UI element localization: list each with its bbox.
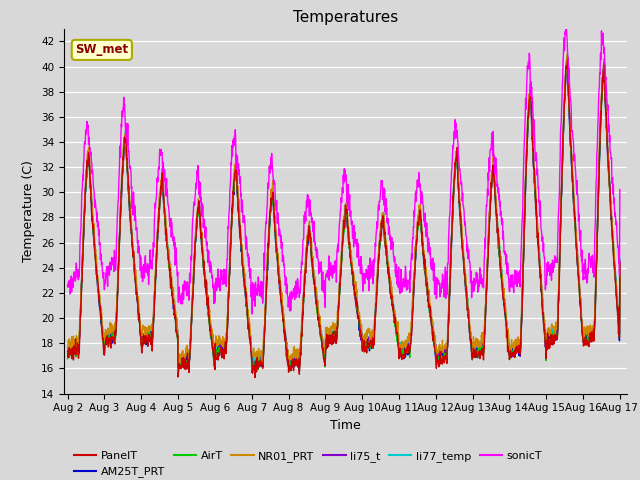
li75_t [64, 348, 72, 354]
Line: AirT: AirT [68, 64, 620, 371]
sonicT [556, 198, 563, 204]
AM25T_PRT [150, 311, 158, 317]
li77_temp [616, 255, 623, 261]
AM25T_PRT [319, 349, 327, 355]
li77_temp [319, 339, 327, 345]
Line: AM25T_PRT: AM25T_PRT [68, 63, 620, 372]
sonicT [64, 282, 72, 288]
AM25T_PRT [330, 340, 337, 346]
Line: li77_temp: li77_temp [68, 55, 620, 367]
li77_temp [564, 52, 572, 58]
sonicT [330, 269, 337, 275]
sonicT [150, 244, 158, 250]
Y-axis label: Temperature (C): Temperature (C) [22, 160, 35, 262]
li75_t [563, 59, 571, 65]
li75_t [609, 244, 617, 250]
AirT [474, 350, 482, 356]
Line: NR01_PRT: NR01_PRT [68, 54, 620, 364]
NR01_PRT [64, 344, 72, 350]
AM25T_PRT [248, 370, 256, 375]
li75_t [150, 305, 158, 311]
NR01_PRT [556, 266, 563, 272]
NR01_PRT [563, 51, 571, 57]
AM25T_PRT [474, 347, 482, 353]
Legend: PanelT, AM25T_PRT, AirT, NR01_PRT, li75_t, li77_temp, sonicT: PanelT, AM25T_PRT, AirT, NR01_PRT, li75_… [70, 446, 547, 480]
NR01_PRT [609, 236, 617, 241]
sonicT [609, 181, 617, 187]
sonicT [616, 187, 623, 192]
li75_t [289, 364, 297, 370]
Line: li75_t: li75_t [68, 62, 620, 367]
Title: Temperatures: Temperatures [293, 10, 398, 25]
li75_t [556, 279, 563, 285]
li75_t [330, 329, 337, 335]
li77_temp [330, 326, 337, 332]
sonicT [474, 285, 482, 290]
li75_t [616, 259, 623, 265]
AM25T_PRT [563, 60, 571, 66]
PanelT [616, 259, 623, 264]
PanelT [252, 375, 259, 381]
PanelT [150, 313, 158, 319]
AirT [319, 347, 327, 352]
PanelT [64, 354, 72, 360]
PanelT [556, 283, 563, 288]
li75_t [474, 344, 482, 349]
PanelT [319, 345, 327, 351]
NR01_PRT [179, 361, 187, 367]
sonicT [319, 279, 327, 285]
sonicT [562, 18, 570, 24]
PanelT [564, 55, 572, 60]
AirT [330, 339, 337, 345]
Line: PanelT: PanelT [68, 58, 620, 378]
AM25T_PRT [64, 349, 72, 355]
AM25T_PRT [556, 280, 563, 286]
X-axis label: Time: Time [330, 419, 361, 432]
li77_temp [609, 240, 617, 246]
AirT [609, 249, 617, 254]
li75_t [319, 348, 327, 354]
AM25T_PRT [609, 247, 617, 253]
li77_temp [250, 364, 257, 370]
li77_temp [556, 277, 563, 283]
li77_temp [150, 300, 158, 306]
NR01_PRT [330, 328, 337, 334]
AirT [64, 356, 72, 361]
PanelT [474, 352, 482, 358]
NR01_PRT [319, 337, 327, 343]
NR01_PRT [150, 295, 158, 301]
PanelT [609, 250, 617, 256]
li77_temp [474, 341, 482, 347]
li77_temp [64, 350, 72, 356]
AirT [616, 263, 623, 269]
PanelT [330, 340, 337, 346]
NR01_PRT [616, 262, 623, 268]
NR01_PRT [474, 344, 482, 350]
AirT [563, 61, 571, 67]
AirT [556, 282, 563, 288]
AirT [150, 306, 158, 312]
sonicT [248, 311, 256, 317]
Line: sonicT: sonicT [68, 21, 620, 314]
AM25T_PRT [616, 263, 623, 269]
AirT [287, 368, 294, 374]
Text: SW_met: SW_met [76, 43, 129, 56]
